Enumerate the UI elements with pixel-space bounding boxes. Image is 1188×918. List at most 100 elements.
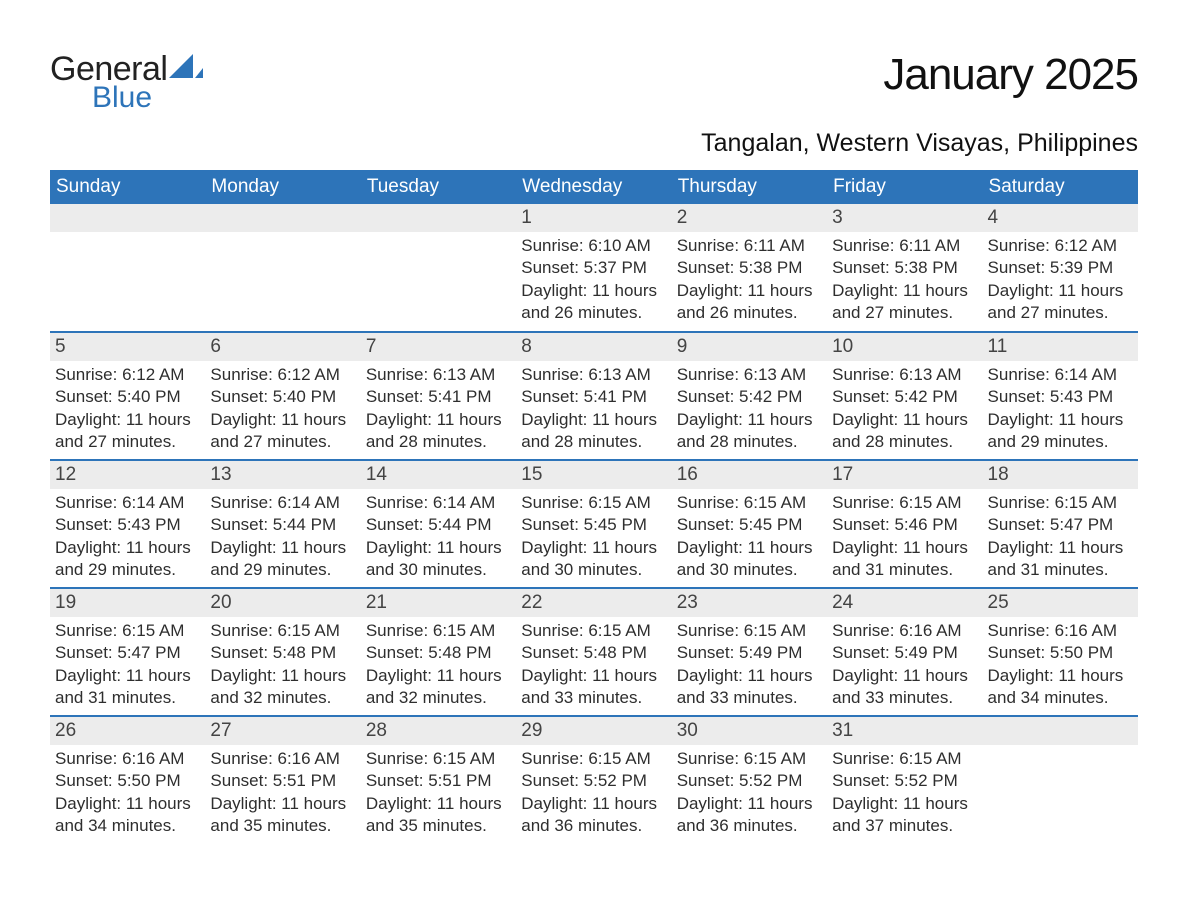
calendar-cell: 14Sunrise: 6:14 AMSunset: 5:44 PMDayligh…	[361, 460, 516, 588]
sunrise-text: Sunrise: 6:15 AM	[521, 620, 666, 642]
calendar-cell	[50, 204, 205, 332]
day-number: 28	[361, 717, 516, 745]
sunset-text: Sunset: 5:47 PM	[55, 642, 200, 664]
calendar-cell: 15Sunrise: 6:15 AMSunset: 5:45 PMDayligh…	[516, 460, 671, 588]
day-number: 7	[361, 333, 516, 361]
day-number: 9	[672, 333, 827, 361]
day-body	[361, 232, 516, 239]
calendar-cell: 2Sunrise: 6:11 AMSunset: 5:38 PMDaylight…	[672, 204, 827, 332]
sunset-text: Sunset: 5:47 PM	[988, 514, 1133, 536]
day-number: 26	[50, 717, 205, 745]
daylight-line1: Daylight: 11 hours	[366, 409, 511, 431]
daylight-line2: and 36 minutes.	[677, 815, 822, 837]
sunrise-text: Sunrise: 6:10 AM	[521, 235, 666, 257]
day-body: Sunrise: 6:15 AMSunset: 5:52 PMDaylight:…	[827, 745, 982, 842]
daylight-line1: Daylight: 11 hours	[521, 665, 666, 687]
day-number: 20	[205, 589, 360, 617]
logo-text-blue: Blue	[92, 81, 203, 115]
day-body: Sunrise: 6:14 AMSunset: 5:43 PMDaylight:…	[50, 489, 205, 586]
sunset-text: Sunset: 5:52 PM	[832, 770, 977, 792]
daylight-line1: Daylight: 11 hours	[210, 665, 355, 687]
sunrise-text: Sunrise: 6:14 AM	[210, 492, 355, 514]
day-body: Sunrise: 6:12 AMSunset: 5:40 PMDaylight:…	[50, 361, 205, 458]
calendar-table: SundayMondayTuesdayWednesdayThursdayFrid…	[50, 170, 1138, 844]
day-body: Sunrise: 6:15 AMSunset: 5:47 PMDaylight:…	[983, 489, 1138, 586]
calendar-cell: 8Sunrise: 6:13 AMSunset: 5:41 PMDaylight…	[516, 332, 671, 460]
daylight-line2: and 31 minutes.	[988, 559, 1133, 581]
daylight-line1: Daylight: 11 hours	[677, 280, 822, 302]
calendar-cell: 19Sunrise: 6:15 AMSunset: 5:47 PMDayligh…	[50, 588, 205, 716]
daylight-line1: Daylight: 11 hours	[55, 409, 200, 431]
sunset-text: Sunset: 5:44 PM	[210, 514, 355, 536]
sunrise-text: Sunrise: 6:12 AM	[210, 364, 355, 386]
sunset-text: Sunset: 5:43 PM	[55, 514, 200, 536]
daylight-line1: Daylight: 11 hours	[521, 537, 666, 559]
sunset-text: Sunset: 5:48 PM	[210, 642, 355, 664]
sunset-text: Sunset: 5:46 PM	[832, 514, 977, 536]
day-number: 6	[205, 333, 360, 361]
title-block: January 2025	[883, 50, 1138, 100]
daylight-line2: and 26 minutes.	[521, 302, 666, 324]
day-body: Sunrise: 6:15 AMSunset: 5:49 PMDaylight:…	[672, 617, 827, 714]
daylight-line1: Daylight: 11 hours	[832, 665, 977, 687]
daylight-line1: Daylight: 11 hours	[677, 665, 822, 687]
day-body: Sunrise: 6:13 AMSunset: 5:42 PMDaylight:…	[672, 361, 827, 458]
day-body: Sunrise: 6:15 AMSunset: 5:48 PMDaylight:…	[361, 617, 516, 714]
calendar-cell: 27Sunrise: 6:16 AMSunset: 5:51 PMDayligh…	[205, 716, 360, 844]
calendar-body: 1Sunrise: 6:10 AMSunset: 5:37 PMDaylight…	[50, 204, 1138, 844]
day-body	[983, 745, 1138, 752]
day-number: 2	[672, 204, 827, 232]
daylight-line2: and 31 minutes.	[55, 687, 200, 709]
daylight-line2: and 27 minutes.	[832, 302, 977, 324]
weekday-header: Tuesday	[361, 170, 516, 204]
day-body: Sunrise: 6:16 AMSunset: 5:50 PMDaylight:…	[50, 745, 205, 842]
sunrise-text: Sunrise: 6:13 AM	[677, 364, 822, 386]
day-body: Sunrise: 6:15 AMSunset: 5:45 PMDaylight:…	[672, 489, 827, 586]
calendar-cell: 12Sunrise: 6:14 AMSunset: 5:43 PMDayligh…	[50, 460, 205, 588]
daylight-line1: Daylight: 11 hours	[988, 665, 1133, 687]
calendar-cell: 16Sunrise: 6:15 AMSunset: 5:45 PMDayligh…	[672, 460, 827, 588]
sunset-text: Sunset: 5:39 PM	[988, 257, 1133, 279]
sunrise-text: Sunrise: 6:11 AM	[832, 235, 977, 257]
calendar-cell: 25Sunrise: 6:16 AMSunset: 5:50 PMDayligh…	[983, 588, 1138, 716]
sunset-text: Sunset: 5:49 PM	[832, 642, 977, 664]
calendar-cell: 4Sunrise: 6:12 AMSunset: 5:39 PMDaylight…	[983, 204, 1138, 332]
sunset-text: Sunset: 5:48 PM	[366, 642, 511, 664]
daylight-line2: and 34 minutes.	[55, 815, 200, 837]
calendar-cell: 10Sunrise: 6:13 AMSunset: 5:42 PMDayligh…	[827, 332, 982, 460]
calendar-cell: 18Sunrise: 6:15 AMSunset: 5:47 PMDayligh…	[983, 460, 1138, 588]
day-number: 16	[672, 461, 827, 489]
sunrise-text: Sunrise: 6:14 AM	[366, 492, 511, 514]
calendar-week: 26Sunrise: 6:16 AMSunset: 5:50 PMDayligh…	[50, 716, 1138, 844]
day-number: 24	[827, 589, 982, 617]
day-number: 31	[827, 717, 982, 745]
calendar-cell: 30Sunrise: 6:15 AMSunset: 5:52 PMDayligh…	[672, 716, 827, 844]
sunrise-text: Sunrise: 6:12 AM	[988, 235, 1133, 257]
sunrise-text: Sunrise: 6:15 AM	[832, 492, 977, 514]
daylight-line1: Daylight: 11 hours	[832, 537, 977, 559]
calendar-cell: 26Sunrise: 6:16 AMSunset: 5:50 PMDayligh…	[50, 716, 205, 844]
daylight-line2: and 33 minutes.	[677, 687, 822, 709]
calendar-week: 12Sunrise: 6:14 AMSunset: 5:43 PMDayligh…	[50, 460, 1138, 588]
day-body: Sunrise: 6:15 AMSunset: 5:48 PMDaylight:…	[516, 617, 671, 714]
sunrise-text: Sunrise: 6:14 AM	[988, 364, 1133, 386]
sunrise-text: Sunrise: 6:16 AM	[210, 748, 355, 770]
day-body: Sunrise: 6:16 AMSunset: 5:49 PMDaylight:…	[827, 617, 982, 714]
day-number: 23	[672, 589, 827, 617]
day-body: Sunrise: 6:11 AMSunset: 5:38 PMDaylight:…	[672, 232, 827, 329]
daylight-line2: and 30 minutes.	[677, 559, 822, 581]
weekday-header: Sunday	[50, 170, 205, 204]
daylight-line2: and 37 minutes.	[832, 815, 977, 837]
sunset-text: Sunset: 5:48 PM	[521, 642, 666, 664]
sunset-text: Sunset: 5:40 PM	[55, 386, 200, 408]
daylight-line1: Daylight: 11 hours	[55, 537, 200, 559]
daylight-line1: Daylight: 11 hours	[988, 409, 1133, 431]
sunrise-text: Sunrise: 6:15 AM	[55, 620, 200, 642]
day-body: Sunrise: 6:10 AMSunset: 5:37 PMDaylight:…	[516, 232, 671, 329]
daylight-line2: and 32 minutes.	[366, 687, 511, 709]
sunset-text: Sunset: 5:52 PM	[677, 770, 822, 792]
sunset-text: Sunset: 5:44 PM	[366, 514, 511, 536]
day-body: Sunrise: 6:15 AMSunset: 5:52 PMDaylight:…	[516, 745, 671, 842]
sunset-text: Sunset: 5:42 PM	[832, 386, 977, 408]
month-title: January 2025	[883, 50, 1138, 100]
